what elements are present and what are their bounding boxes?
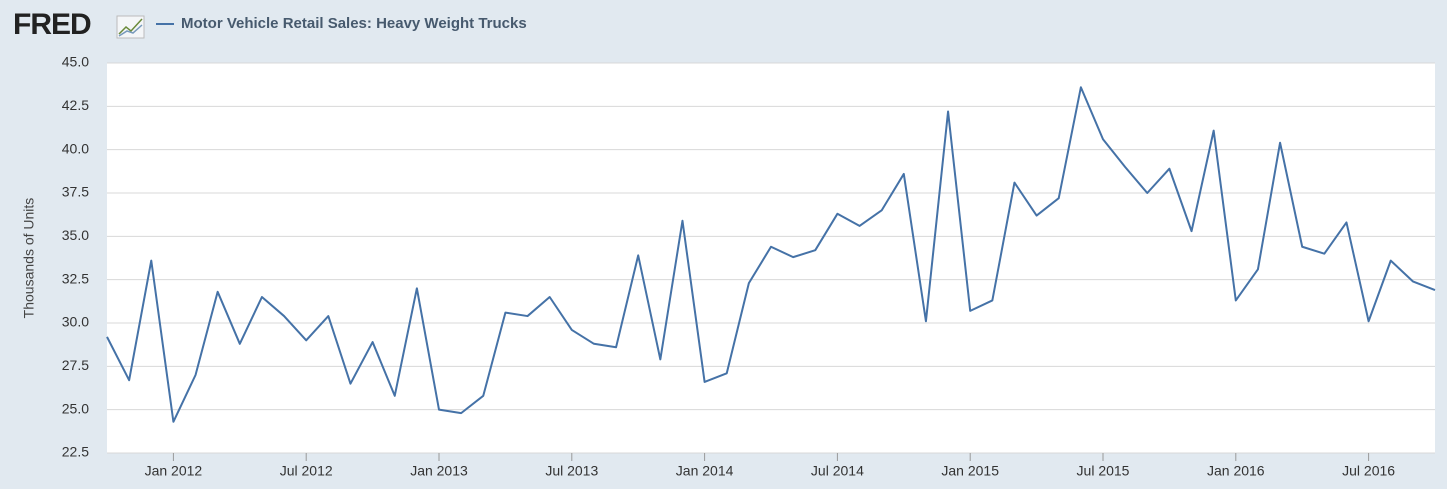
y-tick-label: 42.5 bbox=[62, 97, 89, 113]
x-tick-label: Jan 2013 bbox=[410, 463, 468, 479]
x-tick-label: Jan 2012 bbox=[145, 463, 203, 479]
y-tick-label: 45.0 bbox=[62, 54, 89, 70]
y-tick-label: 22.5 bbox=[62, 444, 89, 460]
y-tick-label: 32.5 bbox=[62, 270, 89, 286]
logo-icon bbox=[116, 15, 145, 39]
y-tick-label: 40.0 bbox=[62, 140, 89, 156]
x-tick-label: Jul 2014 bbox=[811, 463, 864, 479]
y-tick-label: 35.0 bbox=[62, 227, 89, 243]
logo: FRED bbox=[13, 8, 91, 41]
x-tick-label: Jul 2013 bbox=[545, 463, 598, 479]
x-tick-label: Jan 2016 bbox=[1207, 463, 1265, 479]
x-tick-label: Jul 2015 bbox=[1077, 463, 1130, 479]
x-tick-label: Jan 2015 bbox=[941, 463, 999, 479]
x-tick-label: Jul 2016 bbox=[1342, 463, 1395, 479]
x-tick-label: Jan 2014 bbox=[676, 463, 734, 479]
series-line bbox=[106, 86, 1436, 423]
y-tick-label: 27.5 bbox=[62, 357, 89, 373]
y-tick-label: 37.5 bbox=[62, 184, 89, 200]
y-axis-label: Thousands of Units bbox=[21, 198, 37, 319]
x-tick-label: Jul 2012 bbox=[280, 463, 333, 479]
legend-label: Motor Vehicle Retail Sales: Heavy Weight… bbox=[181, 15, 527, 32]
y-tick-label: 25.0 bbox=[62, 400, 89, 416]
plot-area bbox=[107, 63, 1435, 453]
y-tick-label: 30.0 bbox=[62, 314, 89, 330]
